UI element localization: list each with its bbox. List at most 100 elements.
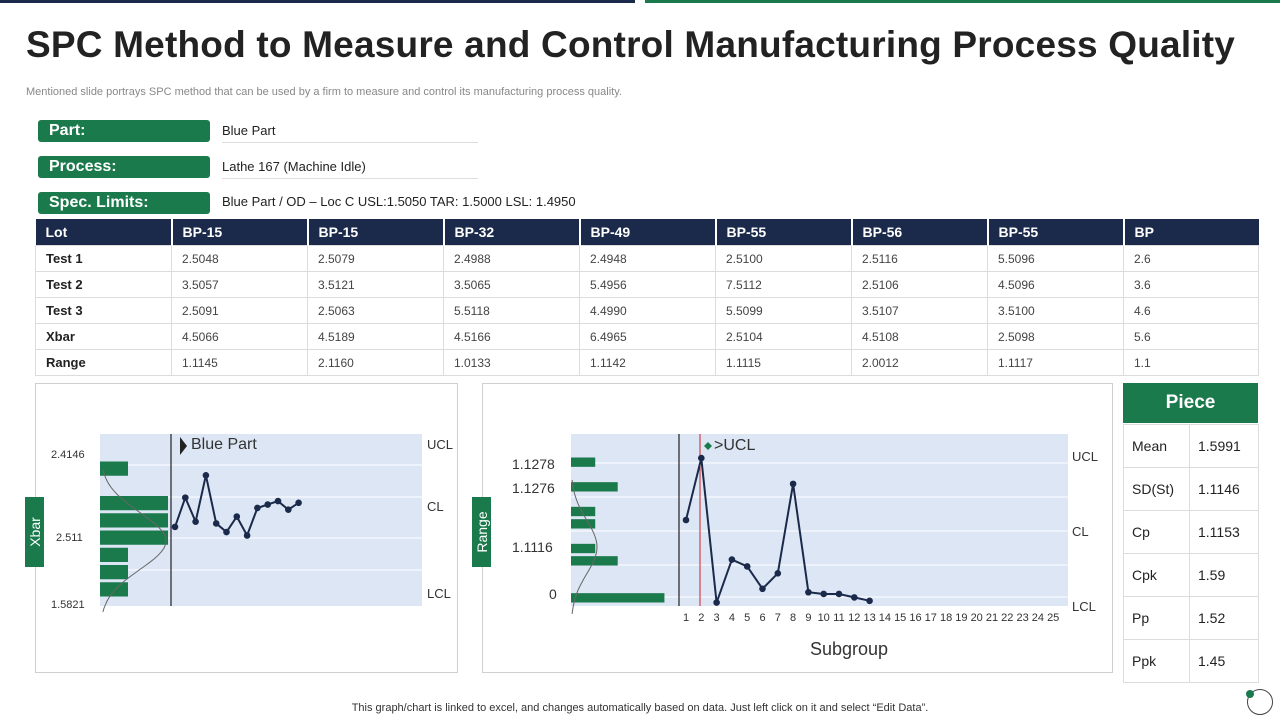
- table-cell: 1.1117: [987, 349, 1124, 376]
- range-plot-area: [571, 434, 1068, 606]
- table-cell: 2.5091: [171, 297, 308, 324]
- table-cell: 2.5100: [715, 245, 852, 272]
- piece-stat-row: Mean 1.5991: [1123, 424, 1259, 468]
- row-label: Test 3: [35, 297, 172, 324]
- x-tick-label: 9: [805, 612, 811, 624]
- stat-value: 1.52: [1189, 596, 1259, 640]
- table-cell: 5.5096: [987, 245, 1124, 272]
- lot-table-header: Lot BP-15 BP-15 BP-32 BP-49 BP-55 BP-56 …: [35, 219, 1259, 246]
- data-point: [759, 585, 766, 593]
- range-chart: 1 2 3 4 5 6 7 8 9 10 11 12 13 14 15 16 17 18 19 20 21 22 23 24 2…: [571, 434, 1068, 624]
- data-point: [274, 497, 282, 505]
- data-point: [212, 520, 220, 527]
- table-cell: 5.6: [1123, 323, 1259, 350]
- data-point: [264, 501, 272, 508]
- x-tick-label: 10: [818, 612, 830, 624]
- data-point: [866, 597, 873, 605]
- table-cell: 2.5063: [307, 297, 444, 324]
- piece-stat-row: Cp 1.1153: [1123, 510, 1259, 554]
- x-tick-label: 24: [1032, 612, 1044, 624]
- ucl-diamond-icon: [704, 442, 712, 450]
- data-point: [202, 471, 210, 479]
- table-cell: 2.4988: [443, 245, 580, 272]
- x-tick-label: 25: [1047, 612, 1059, 624]
- data-point: [728, 556, 736, 563]
- part-label: Part:: [38, 120, 210, 142]
- top-accent-bar: [0, 0, 635, 3]
- distribution-curve: [571, 479, 598, 615]
- table-cell: 4.5189: [307, 323, 444, 350]
- x-tick-label: 22: [1001, 612, 1013, 624]
- data-point: [254, 504, 261, 512]
- piece-title: Piece: [1123, 383, 1258, 423]
- table-cell: 3.5121: [307, 271, 444, 298]
- row-label: Test 1: [35, 245, 172, 272]
- data-point: [835, 590, 843, 598]
- table-row: Test 3 2.5091 2.5063 5.5118 4.4990 5.5099 3.51…: [35, 297, 1259, 324]
- data-point: [851, 594, 858, 601]
- histogram-bar: [571, 506, 596, 517]
- table-cell: 3.5107: [851, 297, 988, 324]
- x-tick-label: 5: [744, 612, 750, 624]
- row-label: Test 2: [35, 271, 172, 298]
- range-ucl-label: UCL: [1072, 449, 1099, 464]
- stat-value: 1.45: [1189, 639, 1259, 683]
- data-point: [805, 588, 812, 596]
- process-value: Lathe 167 (Machine Idle): [222, 156, 478, 179]
- process-label: Process:: [38, 156, 210, 178]
- histogram-bar: [100, 582, 128, 597]
- logo-circle-icon: [1247, 689, 1273, 715]
- table-cell: 4.5066: [171, 323, 308, 350]
- x-tick-label: 20: [971, 612, 983, 624]
- data-point: [233, 513, 241, 520]
- x-tick-label: 2: [698, 612, 704, 624]
- histogram-bar: [100, 513, 168, 528]
- table-row: Xbar 4.5066 4.5189 4.5166 6.4965 2.5104 4.5108…: [35, 323, 1259, 350]
- table-cell: 5.5118: [443, 297, 580, 324]
- histogram-bar: [571, 482, 618, 492]
- table-cell: 2.0012: [851, 349, 988, 376]
- stat-label: Cp: [1123, 510, 1190, 554]
- range-lcl-label: LCL: [1072, 599, 1096, 614]
- page-subtitle: Mentioned slide portrays SPC method that…: [26, 86, 622, 98]
- range-axis-tag: Range: [472, 497, 491, 567]
- table-row: Range 1.1145 2.1160 1.0133 1.1142 1.1115 2.001…: [35, 349, 1259, 376]
- x-tick-label: 7: [775, 612, 781, 624]
- table-cell: 1.1142: [579, 349, 716, 376]
- table-cell: 2.6: [1123, 245, 1259, 272]
- range-tick: 1.1116: [512, 539, 553, 555]
- x-tick-label: 12: [848, 612, 860, 624]
- lot-table: Lot BP-15 BP-15 BP-32 BP-49 BP-55 BP-56 …: [35, 219, 1259, 376]
- column-header: BP-55: [987, 219, 1125, 246]
- data-point: [243, 532, 251, 539]
- annotation-arrow-icon: [180, 437, 187, 455]
- table-cell: 3.6: [1123, 271, 1259, 298]
- range-axis-label: Range: [473, 511, 490, 553]
- column-header: BP-56: [851, 219, 989, 246]
- column-header: BP-32: [443, 219, 581, 246]
- xbar-axis-label: Xbar: [26, 517, 43, 547]
- x-tick-label: 1: [683, 612, 689, 624]
- top-accent-bar-green: [645, 0, 1280, 3]
- spec-limits-value: Blue Part / OD – Loc C USL:1.5050 TAR: 1…: [222, 194, 576, 209]
- table-cell: 2.1160: [307, 349, 444, 376]
- xbar-tick: 1.5821: [51, 599, 85, 611]
- data-point: [285, 506, 292, 513]
- footer-note: This graph/chart is linked to excel, and…: [351, 702, 929, 714]
- table-cell: 4.5096: [987, 271, 1124, 298]
- histogram-bar: [100, 565, 128, 580]
- histogram-bar: [100, 530, 168, 545]
- xbar-tick: 2.4146: [51, 449, 85, 461]
- table-cell: 1.1145: [171, 349, 308, 376]
- table-cell: 2.5079: [307, 245, 444, 272]
- table-cell: 6.4965: [579, 323, 716, 350]
- data-point: [182, 494, 189, 501]
- range-cl-label: CL: [1072, 524, 1089, 539]
- table-row: Test 2 3.5057 3.5121 3.5065 5.4956 7.5112 2.51…: [35, 271, 1259, 298]
- stat-value: 1.59: [1189, 553, 1259, 597]
- x-tick-label: 17: [925, 612, 937, 624]
- histogram-bar: [571, 556, 618, 566]
- stat-label: Pp: [1123, 596, 1190, 640]
- data-point: [820, 590, 827, 598]
- table-cell: 2.5106: [851, 271, 988, 298]
